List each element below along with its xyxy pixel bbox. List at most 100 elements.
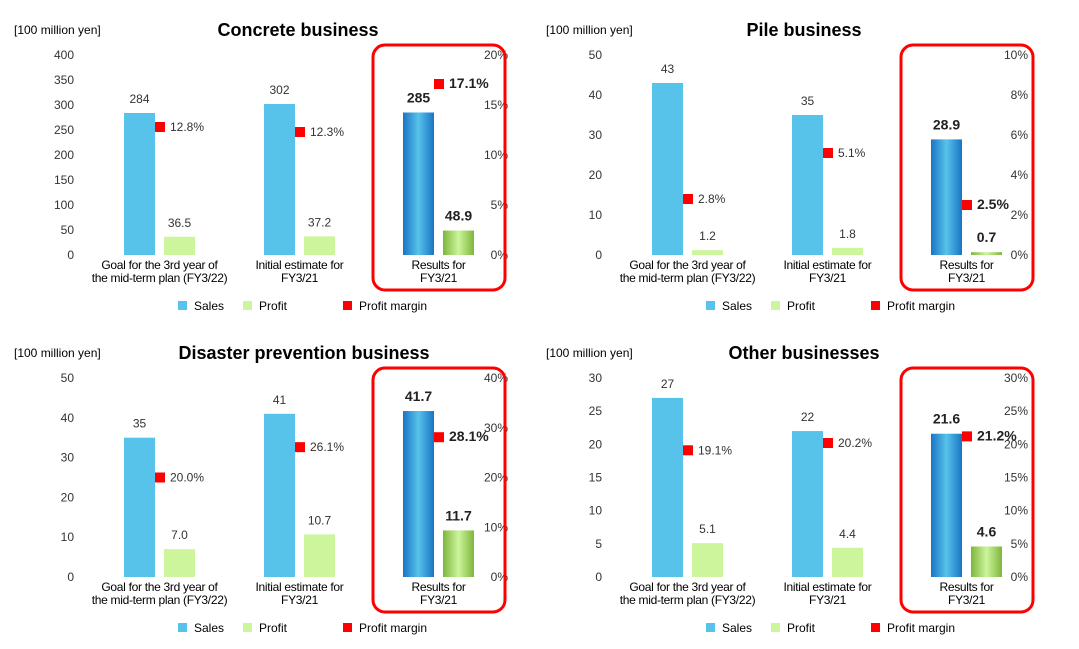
legend-swatch <box>771 623 780 632</box>
y-tick-label: 100 <box>54 198 74 212</box>
data-label-profit: 5.1 <box>699 522 716 536</box>
y-tick-label: 10 <box>589 504 603 518</box>
y2-tick-label: 10% <box>1004 48 1028 62</box>
bar-profit <box>443 530 474 577</box>
bar-sales <box>124 113 155 255</box>
y-tick-label: 150 <box>54 173 74 187</box>
x-tick-label: FY3/21 <box>420 593 458 607</box>
data-label-sales: 35 <box>801 94 815 108</box>
y-tick-label: 400 <box>54 48 74 62</box>
x-tick-label: FY3/21 <box>809 271 847 285</box>
x-tick-label: Goal for the 3rd year of <box>629 258 746 272</box>
data-label-profit: 1.8 <box>839 227 856 241</box>
y2-tick-label: 4% <box>1011 168 1029 182</box>
y-tick-label: 20 <box>589 437 603 451</box>
x-tick-label: the mid-term plan (FY3/22) <box>92 593 228 607</box>
bar-profit <box>971 252 1002 255</box>
data-label-sales: 22 <box>801 410 815 424</box>
legend-swatch <box>706 301 715 310</box>
x-tick-label: Goal for the 3rd year of <box>629 580 746 594</box>
x-tick-label: Results for <box>939 258 993 272</box>
y-tick-label: 50 <box>61 223 75 237</box>
y-tick-label: 50 <box>61 371 75 385</box>
x-tick-label: the mid-term plan (FY3/22) <box>620 593 756 607</box>
data-label-sales: 35 <box>133 417 147 431</box>
legend-label: Sales <box>722 299 752 313</box>
x-tick-label: Initial estimate for <box>255 580 343 594</box>
chart-panel-2: Pile business [100 million yen] 0 10 20 30 40 5… <box>546 20 1035 313</box>
legend-swatch <box>178 301 187 310</box>
marker-profit-margin <box>155 122 165 132</box>
marker-profit-margin <box>823 438 833 449</box>
bar-sales <box>652 397 683 577</box>
legend-swatch <box>343 623 352 632</box>
x-tick-label: Results for <box>411 258 465 272</box>
bar-profit <box>832 247 863 255</box>
y-tick-label: 5 <box>595 537 602 551</box>
data-label-profit: 48.9 <box>445 208 472 224</box>
x-tick-label: FY3/21 <box>809 593 847 607</box>
y2-tick-label: 20% <box>1004 437 1028 451</box>
data-label-profit: 37.2 <box>308 215 332 229</box>
chart-panel-1: Concrete business [100 million yen] 0 50 100… <box>14 20 508 313</box>
bar-profit <box>692 250 723 255</box>
y2-tick-label: 8% <box>1011 88 1029 102</box>
bar-profit <box>832 547 863 577</box>
legend-swatch <box>771 301 780 310</box>
x-tick-label: FY3/21 <box>281 593 319 607</box>
bar-profit <box>971 546 1002 577</box>
y2-tick-label: 0% <box>1011 570 1029 584</box>
marker-profit-margin <box>683 445 693 456</box>
bar-sales <box>403 112 434 255</box>
y-tick-label: 15 <box>589 471 603 485</box>
data-label-profit-margin: 26.1% <box>310 440 344 454</box>
chart-title: Concrete business <box>217 20 378 40</box>
x-tick-label: Initial estimate for <box>783 258 871 272</box>
y2-tick-label: 0% <box>1011 248 1029 262</box>
bar-profit <box>692 543 723 577</box>
bar-profit <box>443 230 474 255</box>
data-label-profit-margin: 2.8% <box>698 192 726 206</box>
legend-swatch <box>243 623 252 632</box>
data-label-profit-margin: 12.8% <box>170 120 204 134</box>
x-tick-label: Initial estimate for <box>783 580 871 594</box>
y-tick-label: 250 <box>54 123 74 137</box>
data-label-sales: 43 <box>661 62 675 76</box>
legend-label: Profit <box>259 621 288 635</box>
y-tick-label: 30 <box>589 371 603 385</box>
marker-profit-margin <box>434 432 444 443</box>
data-label-profit-margin: 17.1% <box>449 75 489 91</box>
x-tick-label: Initial estimate for <box>255 258 343 272</box>
x-tick-label: FY3/21 <box>281 271 319 285</box>
data-label-profit: 4.4 <box>839 527 856 541</box>
bar-profit <box>164 236 195 255</box>
data-label-sales: 41.7 <box>405 388 432 404</box>
y-tick-label: 10 <box>589 208 603 222</box>
legend-label: Profit margin <box>359 299 427 313</box>
legend-swatch <box>871 301 880 310</box>
x-tick-label: Results for <box>939 580 993 594</box>
y-tick-label: 20 <box>589 168 603 182</box>
data-label-profit-margin: 21.2% <box>977 427 1017 443</box>
data-label-profit-margin: 20.2% <box>838 436 872 450</box>
data-label-profit: 11.7 <box>445 507 472 523</box>
y-axis-unit-label: [100 million yen] <box>14 23 101 37</box>
data-label-sales: 28.9 <box>933 116 960 132</box>
marker-profit-margin <box>295 442 305 453</box>
data-label-sales: 27 <box>661 377 675 391</box>
legend-swatch <box>706 623 715 632</box>
chart-panel-3: Disaster prevention business [100 million… <box>14 343 508 635</box>
chart-panel-4: Other businesses [100 million yen] 0 5 10 15 2… <box>546 343 1035 635</box>
bar-sales <box>124 437 155 577</box>
highlight-frame <box>371 366 507 614</box>
data-label-sales: 21.6 <box>933 411 960 427</box>
legend-label: Sales <box>722 621 752 635</box>
y-tick-label: 30 <box>61 451 75 465</box>
x-tick-label: Goal for the 3rd year of <box>101 258 218 272</box>
highlight-frame <box>371 43 507 292</box>
marker-profit-margin <box>434 79 444 89</box>
bar-sales <box>792 431 823 577</box>
x-tick-label: Results for <box>411 580 465 594</box>
data-label-profit-margin: 12.3% <box>310 125 344 139</box>
